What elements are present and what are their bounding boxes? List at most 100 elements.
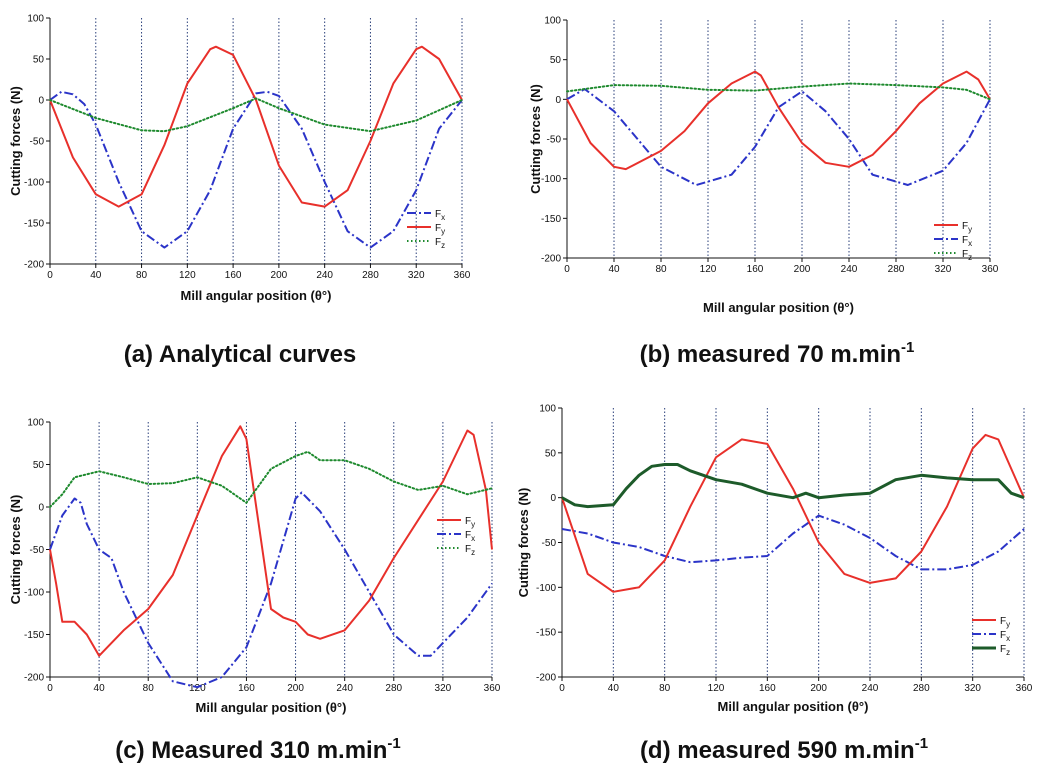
x-axis-title: Mill angular position (θ°) [181, 288, 332, 303]
x-tick-label: 160 [759, 683, 776, 694]
legend-label-fy: Fy [435, 223, 445, 236]
x-tick-label: 120 [708, 683, 725, 694]
x-tick-label: 120 [700, 264, 717, 275]
y-tick-label: -200 [541, 254, 561, 265]
y-tick-label: 0 [38, 503, 44, 514]
legend-label-fz: Fz [465, 544, 475, 557]
x-tick-label: 280 [385, 683, 402, 694]
series-line-fy [561, 433, 1025, 593]
x-tick-label: 80 [655, 264, 667, 275]
legend-label-fx: Fx [1000, 630, 1010, 643]
x-tick-label: 120 [179, 270, 196, 281]
y-tick-label: -100 [541, 174, 561, 185]
x-tick-label: 40 [608, 683, 620, 694]
y-tick-label: -100 [24, 178, 44, 189]
x-tick-label: 240 [316, 270, 333, 281]
x-tick-label: 200 [794, 264, 811, 275]
x-tick-label: 360 [484, 683, 501, 694]
y-tick-label: 100 [539, 404, 556, 415]
x-tick-label: 160 [747, 264, 764, 275]
y-tick-label: 50 [33, 460, 45, 471]
y-tick-label: -50 [30, 545, 45, 556]
y-tick-label: 50 [33, 55, 45, 66]
x-tick-label: 80 [659, 683, 671, 694]
x-tick-label: 40 [608, 264, 620, 275]
y-tick-label: -100 [24, 588, 44, 599]
legend-label-fx: Fx [962, 235, 972, 248]
y-axis-title: Cutting forces (N) [528, 84, 543, 194]
y-tick-label: 100 [27, 14, 44, 25]
y-tick-label: -150 [24, 630, 44, 641]
x-tick-label: 40 [94, 683, 106, 694]
panel-caption: (c) Measured 310 m.min-1 [115, 735, 400, 764]
y-tick-label: 50 [545, 448, 557, 459]
series-line-fy [49, 45, 463, 208]
x-tick-label: 240 [862, 683, 879, 694]
x-tick-label: 360 [454, 270, 471, 281]
series-line-fx [566, 88, 991, 186]
x-tick-label: 360 [982, 264, 999, 275]
y-tick-label: -150 [541, 214, 561, 225]
x-tick-label: 240 [841, 264, 858, 275]
y-tick-label: -100 [536, 583, 556, 594]
x-tick-label: 0 [564, 264, 570, 275]
y-tick-label: 0 [550, 493, 556, 504]
panel-caption: (b) measured 70 m.min-1 [640, 339, 915, 368]
legend-label-fx: Fx [435, 209, 445, 222]
x-tick-label: 280 [888, 264, 905, 275]
x-tick-label: 320 [435, 683, 452, 694]
legend-label-fy: Fy [1000, 616, 1010, 629]
y-tick-label: 0 [555, 95, 561, 106]
legend-label-fz: Fz [962, 249, 972, 262]
series-line-fz [49, 97, 463, 133]
x-axis-title: Mill angular position (θ°) [196, 700, 347, 715]
x-tick-label: 320 [964, 683, 981, 694]
x-tick-label: 360 [1016, 683, 1033, 694]
x-tick-label: 120 [189, 683, 206, 694]
x-tick-label: 0 [47, 270, 53, 281]
y-axis-title: Cutting forces (N) [8, 86, 23, 196]
series-line-fz [566, 82, 991, 101]
x-tick-label: 160 [238, 683, 255, 694]
y-tick-label: 50 [550, 55, 562, 66]
y-tick-label: 0 [38, 96, 44, 107]
x-tick-label: 240 [336, 683, 353, 694]
legend-label-fy: Fy [962, 221, 972, 234]
x-tick-label: 0 [559, 683, 565, 694]
y-tick-label: -200 [24, 260, 44, 271]
x-tick-label: 200 [271, 270, 288, 281]
x-tick-label: 160 [225, 270, 242, 281]
x-axis-title: Mill angular position (θ°) [703, 300, 854, 315]
series-line-fz [49, 450, 493, 508]
y-tick-label: -50 [542, 538, 557, 549]
panel-caption: (d) measured 590 m.min-1 [640, 735, 928, 764]
y-tick-label: -150 [24, 219, 44, 230]
legend-label-fz: Fz [435, 237, 445, 250]
y-tick-label: -50 [547, 135, 562, 146]
x-tick-label: 200 [287, 683, 304, 694]
legend-label-fy: Fy [465, 516, 475, 529]
series-line-fx [561, 514, 1025, 571]
y-tick-label: -200 [24, 673, 44, 684]
x-axis-title: Mill angular position (θ°) [718, 699, 869, 714]
y-tick-label: 100 [27, 418, 44, 429]
x-tick-label: 280 [362, 270, 379, 281]
x-tick-label: 320 [935, 264, 952, 275]
panel-caption: (a) Analytical curves [124, 341, 357, 368]
y-tick-label: -200 [536, 673, 556, 684]
series-line-fy [49, 425, 493, 657]
y-tick-label: 100 [544, 16, 561, 27]
legend-label-fx: Fx [465, 530, 475, 543]
x-tick-label: 80 [143, 683, 155, 694]
series-line-fz [561, 463, 1025, 509]
x-tick-label: 40 [90, 270, 102, 281]
series-line-fy [566, 70, 991, 171]
